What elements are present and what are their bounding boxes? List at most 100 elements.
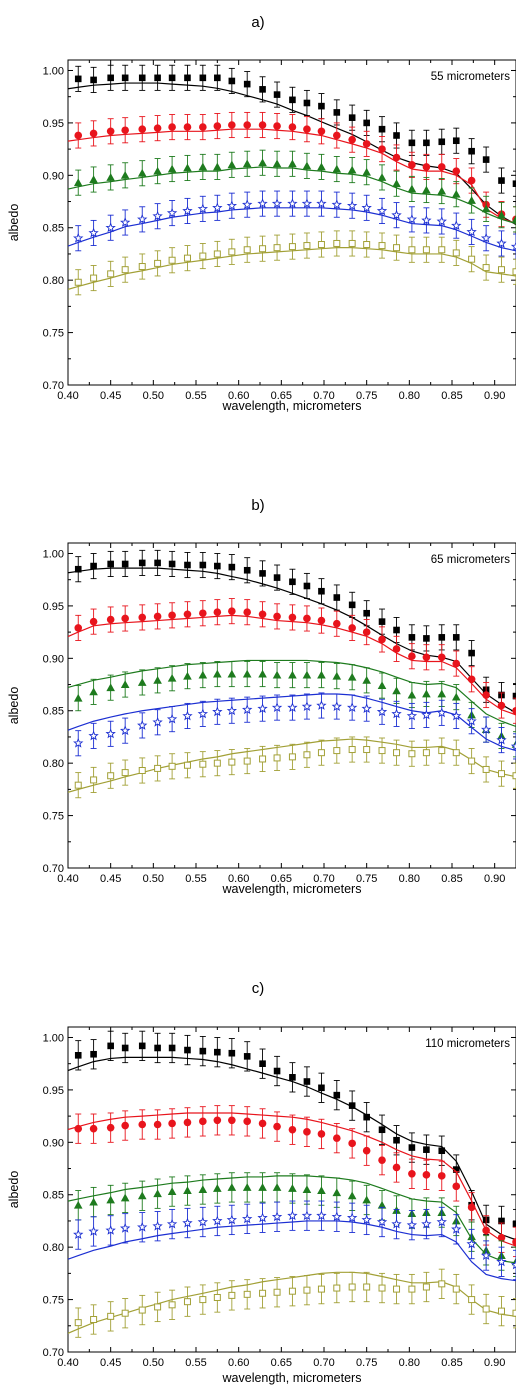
data-point (317, 749, 325, 757)
data-point (89, 129, 98, 138)
data-point (121, 1309, 129, 1317)
data-point (243, 121, 251, 129)
data-point (391, 708, 402, 719)
x-tick-label: 0.90 (484, 390, 505, 402)
x-tick-label: 0.85 (441, 873, 462, 885)
data-point (153, 166, 162, 175)
data-point (497, 701, 506, 710)
data-point (362, 140, 371, 148)
data-point (512, 180, 516, 188)
data-point (377, 681, 387, 690)
x-tick-label: 0.60 (228, 873, 249, 885)
data-point (498, 1217, 505, 1225)
chart-panel-2: b) 0.40 0.45 0.50 0.55 0.60 0.65 0.70 0.75 0.80 0.… (7, 497, 516, 896)
x-axis-label: wavelength, micrometers (222, 399, 362, 413)
data-point (154, 259, 162, 267)
data-point (376, 706, 388, 717)
data-point (154, 74, 161, 82)
y-tick-label: 0.70 (43, 380, 64, 392)
data-point (137, 678, 147, 686)
data-point (272, 670, 282, 679)
data-point (90, 1050, 97, 1058)
data-point (392, 179, 401, 188)
data-point (137, 719, 148, 730)
data-point (242, 704, 253, 715)
data-point (437, 653, 446, 662)
data-point (468, 255, 476, 263)
data-point (362, 1146, 371, 1155)
data-point (333, 594, 341, 601)
data-point (467, 176, 476, 185)
data-point (288, 613, 297, 622)
data-point (361, 202, 372, 213)
data-point (422, 653, 431, 662)
data-point (199, 1047, 207, 1055)
data-point (437, 186, 447, 195)
y-tick-label: 0.80 (43, 1242, 64, 1254)
data-point (346, 200, 358, 211)
data-point (243, 757, 251, 765)
x-tick-label: 0.45 (100, 873, 121, 885)
data-point (154, 764, 162, 772)
data-point (199, 1296, 207, 1304)
data-point (273, 574, 281, 581)
data-point (182, 205, 193, 216)
data-point (137, 213, 148, 224)
data-point (273, 244, 281, 252)
data-point (362, 1195, 371, 1204)
series-blue (68, 1200, 516, 1282)
data-point (199, 74, 207, 82)
data-point (228, 1049, 236, 1057)
data-point (74, 1319, 82, 1327)
data-point (259, 755, 267, 763)
series-blue (68, 190, 516, 260)
data-point (438, 634, 446, 641)
data-point (226, 705, 238, 716)
data-point (317, 1186, 326, 1194)
data-point (137, 1191, 147, 1200)
x-tick-label: 0.65 (271, 873, 292, 885)
y-axis-label: albedo (7, 1171, 21, 1209)
x-tick-label: 0.45 (100, 390, 121, 402)
y-tick-label: 0.75 (43, 811, 64, 823)
data-point (89, 1124, 98, 1133)
data-point (436, 707, 447, 718)
x-tick-label: 0.90 (484, 1357, 505, 1369)
data-point (288, 1287, 296, 1295)
y-tick-label: 0.90 (43, 653, 64, 665)
data-point (512, 268, 516, 276)
data-point (512, 1309, 516, 1317)
data-point (361, 1214, 372, 1225)
data-point (497, 770, 505, 778)
data-point (212, 706, 223, 717)
data-point (333, 1134, 341, 1142)
data-point (377, 173, 387, 181)
y-tick-label: 0.85 (43, 706, 64, 718)
data-point (257, 703, 268, 714)
data-point (121, 1121, 129, 1130)
data-point (243, 1117, 251, 1126)
data-point (303, 582, 311, 590)
data-point (408, 750, 416, 758)
series-black (68, 1030, 516, 1241)
data-point (303, 1128, 311, 1136)
data-point (511, 215, 516, 223)
data-point (226, 200, 238, 211)
data-point (451, 692, 461, 701)
data-point (273, 122, 281, 130)
data-point (392, 153, 401, 162)
series-black (68, 549, 516, 714)
data-point (301, 701, 313, 711)
data-point (106, 1123, 115, 1132)
data-point (467, 196, 476, 204)
data-point (120, 1193, 130, 1202)
data-point (333, 1091, 341, 1099)
x-tick-label: 0.70 (313, 390, 334, 402)
data-point (468, 757, 476, 765)
data-point (153, 676, 162, 684)
data-point (378, 1156, 386, 1164)
data-point (422, 246, 430, 254)
x-tick-label: 0.75 (356, 1357, 377, 1369)
data-point (362, 167, 371, 176)
data-point (437, 689, 447, 698)
